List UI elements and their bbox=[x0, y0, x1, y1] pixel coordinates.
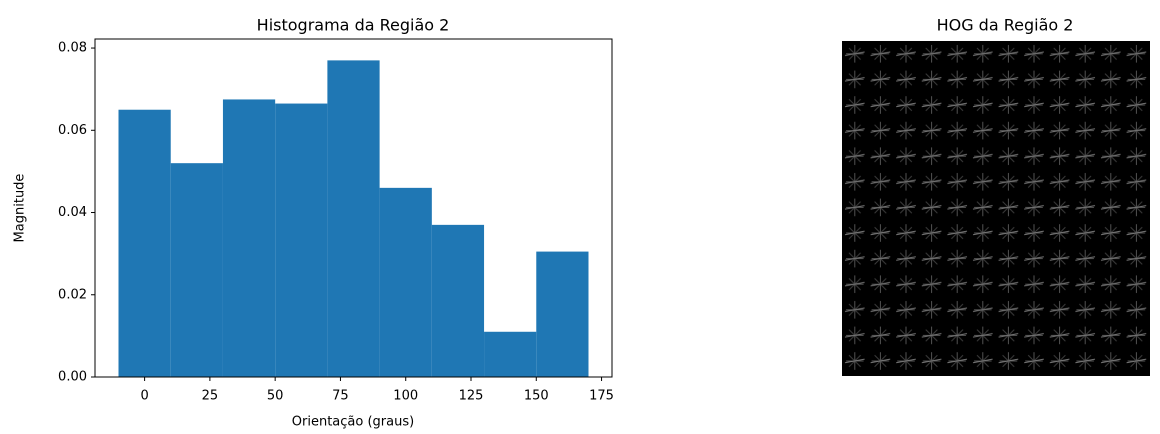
bar bbox=[380, 188, 432, 377]
x-tick-label: 0 bbox=[140, 389, 148, 404]
x-tick-label: 150 bbox=[524, 389, 549, 404]
bar bbox=[536, 252, 588, 377]
y-tick-label: 0.08 bbox=[58, 41, 87, 56]
y-tick-label: 0.06 bbox=[58, 123, 87, 138]
y-axis-label: Magnitude bbox=[13, 174, 28, 243]
y-tick-label: 0.04 bbox=[58, 205, 87, 220]
x-axis-label: Orientação (graus) bbox=[292, 415, 414, 430]
x-tick-label: 50 bbox=[267, 389, 284, 404]
bar bbox=[275, 104, 327, 377]
x-tick-label: 125 bbox=[459, 389, 484, 404]
hog-image bbox=[842, 41, 1150, 376]
plot-area bbox=[119, 60, 589, 377]
x-tick-label: 175 bbox=[589, 389, 614, 404]
page: Histograma da Região 2 Orientação (graus… bbox=[0, 0, 1160, 434]
figure: Histograma da Região 2 Orientação (graus… bbox=[0, 0, 1160, 434]
x-tick-label: 75 bbox=[332, 389, 349, 404]
bar bbox=[432, 225, 484, 377]
bar bbox=[171, 163, 223, 377]
y-tick-label: 0.00 bbox=[58, 370, 87, 385]
y-tick-label: 0.02 bbox=[58, 287, 87, 302]
bar bbox=[223, 99, 275, 377]
bar bbox=[327, 60, 379, 377]
chart-title: Histograma da Região 2 bbox=[257, 16, 450, 35]
image-title: HOG da Região 2 bbox=[937, 16, 1074, 35]
bar bbox=[119, 110, 171, 377]
x-tick-label: 100 bbox=[393, 389, 418, 404]
x-tick-label: 25 bbox=[202, 389, 219, 404]
bar bbox=[484, 332, 536, 377]
